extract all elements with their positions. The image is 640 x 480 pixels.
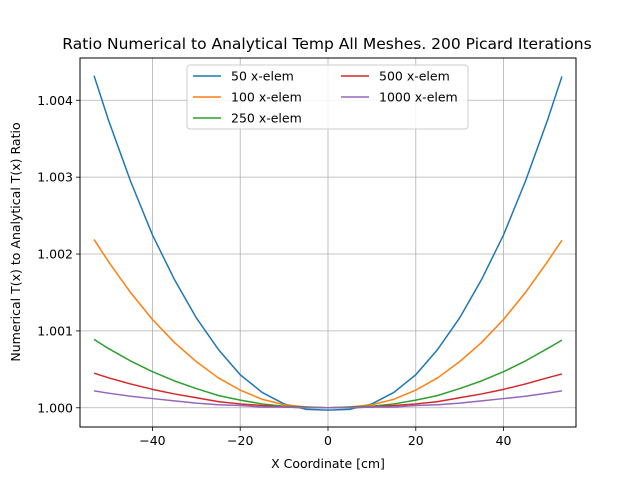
legend-box — [186, 64, 469, 130]
x-axis-label: X Coordinate [cm] — [271, 456, 385, 471]
x-tick-label: 40 — [496, 433, 512, 448]
y-tick-label: 1.001 — [37, 323, 73, 338]
y-tick-label: 1.004 — [37, 93, 73, 108]
chart-title: Ratio Numerical to Analytical Temp All M… — [62, 35, 591, 53]
series-line-1 — [93, 75, 563, 411]
legend-label-1: 50 x-elem — [231, 69, 294, 84]
y-axis: 1.000 1.001 1.002 1.003 1.004 — [37, 93, 80, 415]
x-tick-label: 0 — [324, 433, 332, 448]
x-axis: −40 −20 0 20 40 — [139, 427, 512, 448]
legend-label-5: 1000 x-elem — [379, 90, 458, 105]
y-axis-label: Numerical T(x) to Analytical T(x) Ratio — [8, 122, 23, 361]
y-axis-label-text: Numerical T(x) to Analytical T(x) Ratio — [8, 122, 23, 361]
legend-label-4: 500 x-elem — [379, 69, 450, 84]
y-tick-label: 1.003 — [37, 170, 73, 185]
y-tick-label: 1.000 — [37, 400, 73, 415]
legend: 50 x-elem 100 x-elem 250 x-elem 500 x-elem 1… — [186, 64, 469, 130]
x-tick-label: −40 — [139, 433, 165, 448]
series-lines — [93, 75, 563, 411]
y-tick-label: 1.002 — [37, 247, 73, 262]
legend-label-3: 250 x-elem — [231, 111, 302, 126]
series-line-5 — [93, 390, 563, 409]
x-tick-label: 20 — [408, 433, 424, 448]
legend-label-2: 100 x-elem — [231, 90, 302, 105]
x-tick-label: −20 — [227, 433, 253, 448]
